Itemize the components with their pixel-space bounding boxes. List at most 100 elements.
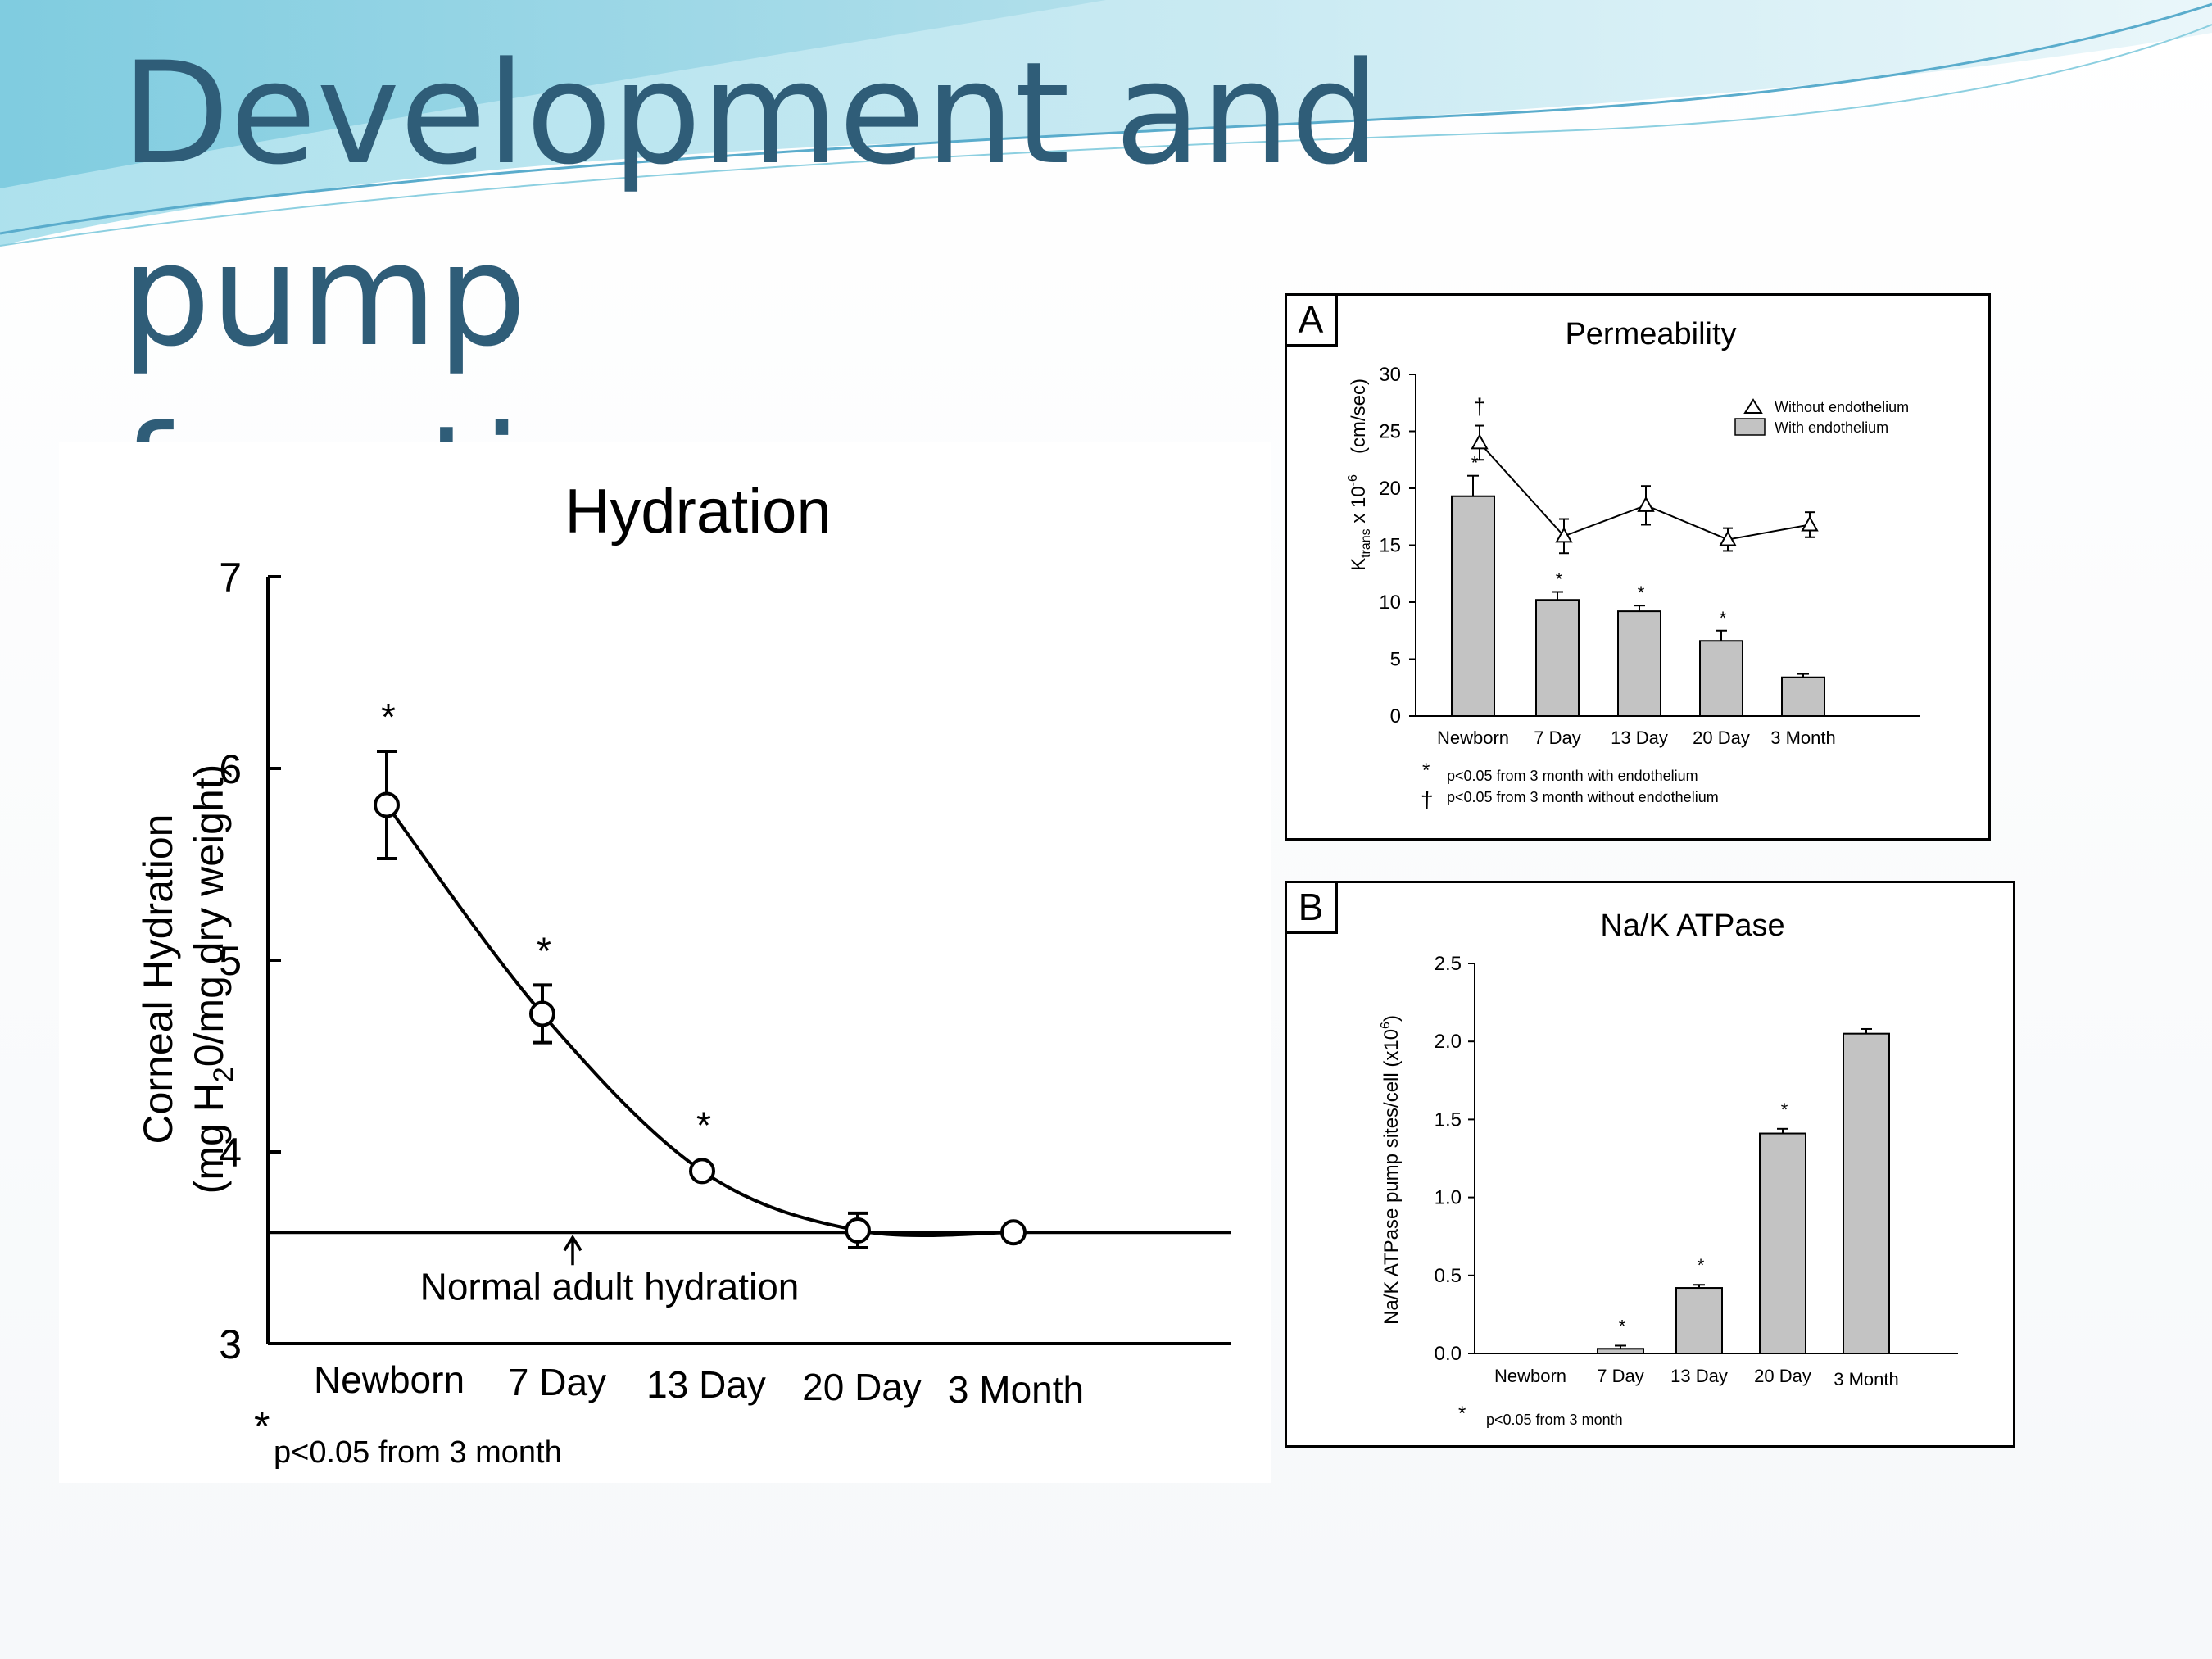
hydration-curve (385, 804, 1014, 1238)
hydration-x-tick-label: 13 Day (646, 1363, 766, 1406)
permeability-x-tick-label: 3 Month (1770, 728, 1836, 748)
atpase-x-tick-label: 13 Day (1670, 1366, 1728, 1386)
permeability-footnote-1-text: p<0.05 from 3 month with endothelium (1447, 768, 1698, 784)
atpase-bar (1675, 1287, 1723, 1355)
permeability-y-tick-label: 10 (1379, 592, 1401, 614)
atpase-bar-significance: * (1619, 1316, 1626, 1336)
permeability-chart-title: Permeability (1565, 317, 1736, 351)
permeability-triangle-point (1637, 496, 1655, 512)
legend-triangle-icon (1743, 398, 1763, 414)
hydration-significance-marker: * (381, 696, 396, 738)
header-wave-decoration (0, 0, 2212, 247)
hydration-reference-label: Normal adult hydration (420, 1265, 800, 1308)
atpase-x-tick-label: 20 Day (1754, 1366, 1811, 1386)
hydration-x-tick-label: 3 Month (948, 1368, 1084, 1411)
permeability-panel-label: A (1299, 298, 1324, 341)
hydration-y-tick-label: 3 (219, 1321, 242, 1367)
atpase-panel-label: B (1299, 886, 1324, 928)
atpase-frame (1285, 881, 2015, 1448)
permeability-bar (1451, 495, 1495, 717)
permeability-legend: Without endothelium With endothelium (1734, 398, 1909, 436)
permeability-bar-significance: * (1556, 569, 1563, 589)
permeability-chart: A Permeability Ktrans x 10-6 (cm/sec) 0 5… (1285, 293, 1991, 841)
permeability-x-tick-label: 7 Day (1534, 728, 1580, 748)
atpase-bar (1843, 1032, 1890, 1354)
legend-without-endothelium: Without endothelium (1775, 399, 1909, 415)
atpase-bar-significance: * (1781, 1099, 1788, 1120)
atpase-y-tick-label: 1.0 (1435, 1187, 1462, 1209)
permeability-bar-significance: * (1638, 582, 1645, 603)
hydration-footnote-symbol: * (254, 1403, 270, 1449)
permeability-x-tick-label: 20 Day (1693, 728, 1750, 748)
permeability-bar (1781, 676, 1825, 717)
atpase-bar (1759, 1132, 1806, 1354)
atpase-footnote-symbol: * (1458, 1403, 1466, 1425)
hydration-y-tick-label: 6 (219, 746, 242, 792)
hydration-point (845, 1217, 871, 1244)
reference-arrow-icon (563, 1234, 582, 1266)
atpase-y-tick-label: 2.5 (1435, 953, 1462, 975)
permeability-y-tick-label: 25 (1379, 421, 1401, 443)
atpase-x-tick-label: 3 Month (1834, 1369, 1899, 1389)
atpase-chart: B Na/K ATPase Na/K ATPase pump sites/cel… (1285, 881, 2015, 1448)
permeability-x-tick-label: 13 Day (1611, 728, 1668, 748)
hydration-chart: Hydration 3 4 5 6 7 Newborn 7 Day 13 Day 20 Day 3… (135, 477, 1231, 1470)
legend-with-endothelium: With endothelium (1775, 419, 1888, 436)
permeability-y-tick-label: 15 (1379, 535, 1401, 557)
permeability-triangle-point (1801, 515, 1819, 532)
hydration-significance-marker: * (696, 1104, 711, 1146)
atpase-y-tick-label: 2.0 (1435, 1031, 1462, 1053)
permeability-triangle-point (1471, 433, 1489, 450)
atpase-y-tick-label: 1.5 (1435, 1108, 1462, 1131)
permeability-chart-panel: A Permeability Ktrans x 10-6 (cm/sec) 0 5… (1285, 293, 1991, 841)
atpase-panel-label-box (1285, 881, 1338, 934)
permeability-line-significance: † (1473, 394, 1486, 419)
permeability-y-tick-label: 20 (1379, 478, 1401, 500)
slide-title-line-1: Development and pump (121, 31, 1380, 378)
atpase-x-tick-label: Newborn (1494, 1366, 1566, 1386)
permeability-bar-significance: * (1471, 453, 1479, 474)
permeability-footnote-1-symbol: * (1422, 759, 1430, 782)
hydration-y-tick-label: 4 (219, 1130, 242, 1176)
hydration-y-label-line-1: Corneal Hydration (135, 814, 181, 1145)
hydration-point (374, 791, 400, 818)
permeability-y-tick-label: 0 (1390, 705, 1401, 728)
permeability-triangle-point (1555, 527, 1573, 543)
hydration-x-tick-label: 20 Day (802, 1366, 922, 1408)
wave-band-dark (0, 0, 1106, 188)
hydration-x-tick-label: Newborn (314, 1358, 465, 1401)
hydration-y-label-line-2: (mg H20/mg dry weight) (186, 764, 239, 1194)
atpase-chart-title: Na/K ATPase (1600, 909, 1784, 943)
atpase-y-label: Na/K ATPase pump sites/cell (x106) (1379, 1015, 1403, 1325)
permeability-panel-label-box (1285, 293, 1338, 347)
permeability-y-unit: (cm/sec) (1348, 378, 1370, 454)
atpase-chart-panel: B Na/K ATPase Na/K ATPase pump sites/cel… (1285, 881, 2015, 1448)
permeability-frame (1285, 293, 1991, 841)
hydration-x-tick-label: 7 Day (508, 1361, 606, 1403)
permeability-footnote-2-text: p<0.05 from 3 month without endothelium (1447, 789, 1719, 805)
hydration-y-tick-label: 5 (219, 938, 242, 984)
atpase-x-tick-label: 7 Day (1597, 1366, 1643, 1386)
hydration-chart-title: Hydration (564, 477, 831, 546)
atpase-bar-significance: * (1698, 1255, 1705, 1276)
permeability-y-tick-label: 5 (1390, 649, 1401, 671)
wave-line-2 (0, 24, 2212, 247)
atpase-y-tick-label: 0.0 (1435, 1343, 1462, 1365)
permeability-x-tick-label: Newborn (1437, 728, 1509, 748)
legend-bar-swatch (1734, 418, 1766, 436)
hydration-significance-marker: * (537, 929, 551, 972)
permeability-bar-significance: * (1720, 608, 1727, 628)
hydration-footnote-text: p<0.05 from 3 month (274, 1435, 562, 1470)
hydration-point (1000, 1219, 1027, 1246)
hydration-chart-panel: Hydration 3 4 5 6 7 Newborn 7 Day 13 Day 20 Day 3… (59, 442, 1271, 1483)
permeability-triangle-point (1719, 530, 1737, 546)
atpase-y-tick-label: 0.5 (1435, 1265, 1462, 1287)
permeability-bar (1699, 640, 1743, 718)
permeability-footnote-2-symbol: † (1421, 787, 1434, 813)
wave-line-1 (0, 2, 2212, 235)
atpase-footnote-text: p<0.05 from 3 month (1486, 1412, 1623, 1428)
permeability-y-label: Ktrans x 10-6 (1346, 474, 1373, 571)
permeability-bar (1535, 599, 1580, 717)
hydration-y-tick-label: 7 (219, 555, 242, 601)
atpase-bar (1597, 1348, 1644, 1355)
